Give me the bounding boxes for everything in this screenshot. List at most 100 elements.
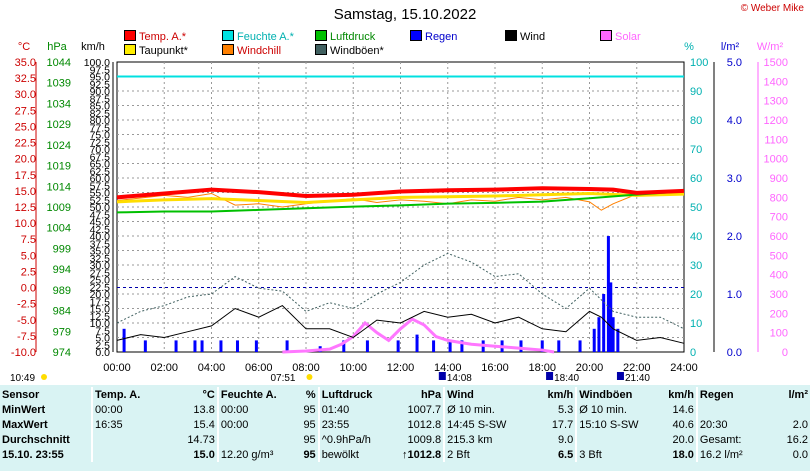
temp-tick-label: 12.5 <box>15 202 36 214</box>
rain-bar <box>285 340 289 352</box>
summary-cell: 15.0 <box>193 448 215 461</box>
solar-tick-label: 100 <box>770 328 788 340</box>
moon-marker <box>616 372 624 380</box>
summary-cell <box>216 432 285 447</box>
temp-tick-label: 2.5 <box>21 266 36 278</box>
summary-cell: 2.0 <box>792 418 808 431</box>
solar-tick-label: 1100 <box>764 134 788 146</box>
wind-tick-label: 47.5 <box>90 209 111 221</box>
legend-swatch <box>124 44 136 55</box>
legend-label: Wind <box>520 31 546 43</box>
summary-cell: Ø 10 min. <box>575 402 641 417</box>
summary-cell <box>695 402 759 417</box>
chart-title: Samstag, 15.10.2022 <box>333 6 477 23</box>
temp-tick-label: -7.5 <box>17 331 36 343</box>
wind-tick-label: 97.5 <box>90 64 111 76</box>
moon-marker <box>546 372 554 380</box>
summary-cell: Windböen <box>575 387 641 402</box>
summary-cell: Temp. A. <box>91 387 154 402</box>
summary-cell: 20.0 <box>672 433 694 446</box>
summary-cell: 1009.8 <box>407 433 442 446</box>
wind-tick-label: 7.5 <box>95 325 110 337</box>
summary-cell: 17.7 <box>551 418 574 431</box>
summary-cell: Ø 10 min. <box>443 402 509 417</box>
rain-bar <box>611 317 615 352</box>
summary-cell: 15.10. 23:55 <box>2 448 64 461</box>
pressure-tick-label: 1004 <box>47 223 71 235</box>
solar-tick-label: 300 <box>770 289 788 301</box>
humidity-tick-label: 80 <box>690 115 702 127</box>
summary-cell <box>759 402 810 417</box>
wind-tick-label: 27.5 <box>90 267 111 279</box>
wind-tick-label: 50.0 <box>90 202 111 214</box>
wind-tick-label: 12.5 <box>90 311 111 323</box>
summary-cell: 00:00 <box>91 402 154 417</box>
x-tick-label: 04:00 <box>198 362 226 374</box>
legend-label: Regen <box>425 31 458 43</box>
x-tick-label: 20:00 <box>576 362 604 374</box>
wind-tick-label: 77.5 <box>90 122 111 134</box>
solar-axis-unit: W/m² <box>757 41 784 53</box>
rain-bar <box>540 340 544 352</box>
summary-cell: 95 <box>303 418 316 431</box>
x-tick-label: 00:00 <box>103 362 131 374</box>
wind-tick-label: 22.5 <box>90 282 111 294</box>
legend-label: Temp. A.* <box>139 31 187 43</box>
wind-tick-label: 57.5 <box>90 180 111 192</box>
temp-tick-label: -5.0 <box>17 315 36 327</box>
pressure-tick-label: 1009 <box>47 202 71 214</box>
summary-cell <box>91 432 154 447</box>
summary-cell: 00:00 <box>216 402 285 417</box>
wind-tick-label: 80.0 <box>90 115 111 127</box>
wind-tick-label: 85.0 <box>90 101 111 113</box>
x-tick-label: 12:00 <box>387 362 415 374</box>
summary-cell: 16.2 <box>786 433 808 446</box>
weather-chart: °C hPa km/h% l/m² W/m²35.032.530.027.525.022… <box>10 41 788 384</box>
sun-marker <box>41 374 47 380</box>
legend-item: Regen <box>410 30 457 43</box>
wind-tick-label: 52.5 <box>90 195 111 207</box>
temp-tick-label: 0.0 <box>21 283 36 295</box>
rain-bar <box>602 294 606 352</box>
rain-bar <box>342 340 346 352</box>
rain-bar <box>235 340 239 352</box>
wind-tick-label: 60.0 <box>90 173 111 185</box>
temp-axis-unit: °C <box>18 41 30 53</box>
solar-tick-label: 0 <box>782 347 788 359</box>
x-tick-label: 18:00 <box>528 362 556 374</box>
summary-cell <box>91 447 154 462</box>
solar-tick-label: 800 <box>770 192 788 204</box>
legend-item: Temp. A.* <box>124 30 186 43</box>
temp-tick-label: -10.0 <box>11 347 36 359</box>
summary-cell: 16.2 l/m² <box>695 447 759 462</box>
legend-item: Solar <box>600 30 641 43</box>
summary-cell: 0.0 <box>792 448 808 461</box>
temp-tick-label: 32.5 <box>15 73 36 85</box>
dewpoint-line <box>116 191 685 204</box>
summary-row: MaxWert 16:35 15.4 00:00 95 23:55 1012.8 14:45 … <box>0 417 810 432</box>
summary-cell: 15:10 S-SW <box>575 417 641 432</box>
humidity-axis-unit: % <box>684 41 694 53</box>
summary-cell: 14.6 <box>672 403 694 416</box>
pressure-tick-label: 974 <box>53 347 71 359</box>
wind-tick-label: 20.0 <box>90 289 111 301</box>
legend-item: Wind <box>505 30 545 43</box>
sun-marker <box>306 374 313 380</box>
solar-tick-label: 500 <box>770 250 788 262</box>
x-tick-label: 10:00 <box>339 362 367 374</box>
temp-tick-label: -2.5 <box>17 299 36 311</box>
rain-bar <box>448 340 452 352</box>
solar-tick-label: 900 <box>770 173 788 185</box>
rain-tick-label: 5.0 <box>727 57 742 69</box>
summary-cell: 14:45 S-SW <box>443 417 509 432</box>
temp-tick-label: 10.0 <box>15 218 36 230</box>
summary-cell: MaxWert <box>2 418 48 431</box>
rain-bar <box>219 340 223 352</box>
rain-bar <box>519 340 523 352</box>
solar-tick-label: 1300 <box>764 96 788 108</box>
time-marker-label: 10:49 <box>10 373 35 384</box>
legend-label: Solar <box>615 31 641 43</box>
solar-tick-label: 200 <box>770 308 788 320</box>
humidity-tick-label: 90 <box>690 86 702 98</box>
solar-tick-label: 700 <box>770 212 788 224</box>
